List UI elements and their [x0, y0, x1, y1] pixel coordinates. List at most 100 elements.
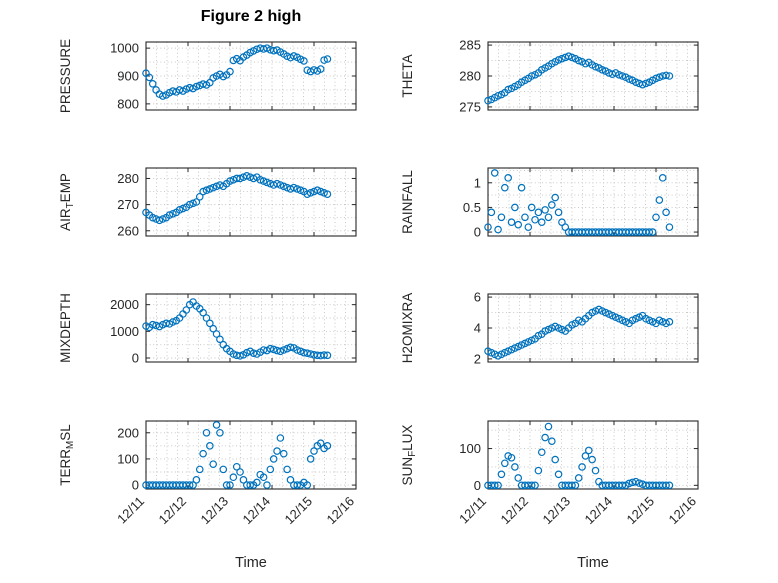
axis-xlabel: Time — [577, 555, 609, 571]
data-point — [578, 463, 586, 471]
data-point — [269, 455, 278, 463]
data-point — [199, 187, 207, 196]
data-point — [544, 213, 553, 222]
y-tick-label: 100 — [459, 441, 481, 456]
data-point — [652, 74, 660, 83]
data-point — [511, 463, 519, 471]
data-point — [517, 183, 526, 192]
axes-box — [487, 167, 699, 237]
y-tick-label: 0 — [132, 478, 139, 493]
data-point — [534, 208, 543, 217]
x-tick-label: 12/13 — [198, 494, 232, 528]
axis-xlabel: Time — [235, 555, 267, 571]
data-point — [306, 189, 315, 197]
data-point — [615, 70, 623, 79]
x-tick-label: 12/11 — [456, 494, 489, 527]
data-point — [239, 476, 248, 484]
data-point — [246, 481, 254, 489]
data-point — [625, 479, 633, 488]
data-point — [507, 453, 516, 462]
data-point — [527, 72, 536, 80]
data-point — [266, 344, 275, 353]
data-point — [487, 208, 496, 217]
data-point — [581, 452, 590, 460]
scatter-points — [142, 298, 332, 360]
data-point — [665, 481, 674, 490]
grid-lines — [488, 294, 698, 362]
data-point — [209, 324, 217, 333]
x-tick-label: 12/13 — [540, 494, 574, 528]
data-point — [263, 178, 271, 187]
data-point — [279, 346, 288, 354]
data-point — [290, 183, 298, 192]
data-point — [158, 92, 167, 100]
data-point — [544, 422, 553, 431]
data-point — [494, 481, 502, 490]
data-point — [145, 73, 154, 82]
x-tick-label: 12/16 — [666, 494, 700, 528]
data-point — [279, 449, 288, 458]
data-point — [514, 220, 523, 229]
subplot-mixdepth: 0 1000 2000 MIXDEPTH — [58, 293, 357, 366]
y-tick-label: 1000 — [110, 324, 139, 339]
data-point — [504, 85, 512, 94]
y-tick-label: 4 — [474, 321, 481, 336]
data-point — [155, 216, 164, 225]
data-point — [148, 80, 157, 88]
data-point — [658, 174, 667, 182]
data-point — [175, 206, 184, 214]
y-tick-label: 900 — [117, 69, 139, 84]
scatter-points — [484, 422, 674, 490]
data-point — [665, 318, 674, 326]
data-point — [514, 474, 523, 482]
data-point — [303, 349, 312, 358]
axis-ylabel: PRESSURE — [58, 39, 73, 113]
data-point — [216, 335, 224, 344]
data-point — [551, 193, 559, 202]
subplot-theta: 275 280 285 THETA — [400, 38, 699, 114]
y-tick-label: 0 — [132, 351, 139, 366]
data-point — [648, 228, 657, 236]
data-point — [189, 481, 197, 489]
axis-ylabel: TERRMSL — [58, 424, 76, 486]
data-point — [313, 186, 322, 195]
axis-ylabel: MIXDEPTH — [58, 293, 73, 363]
data-point — [310, 447, 318, 455]
data-point — [263, 481, 271, 489]
data-point — [323, 190, 332, 198]
y-tick-label: 2 — [474, 351, 481, 366]
data-point — [316, 187, 325, 196]
axis-ylabel: RAINFALL — [400, 170, 415, 234]
data-point — [195, 192, 204, 201]
y-tick-label: 260 — [117, 223, 139, 238]
data-point — [524, 223, 533, 231]
y-tick-label: 6 — [474, 290, 481, 305]
data-point — [192, 198, 201, 206]
data-point — [269, 345, 278, 354]
data-point — [236, 468, 244, 476]
data-point — [206, 319, 214, 328]
data-point — [632, 78, 640, 86]
data-point — [554, 56, 563, 64]
y-tick-label: 2000 — [110, 297, 139, 312]
data-point — [212, 421, 221, 429]
data-point — [290, 52, 298, 60]
data-point — [568, 481, 576, 490]
data-point — [293, 185, 302, 193]
data-point — [642, 79, 650, 88]
data-point — [169, 209, 177, 218]
data-point — [537, 218, 546, 227]
data-point — [645, 228, 654, 236]
data-point — [665, 223, 674, 231]
data-point — [232, 462, 241, 471]
data-point — [662, 71, 670, 80]
data-point — [259, 473, 268, 482]
data-point — [185, 481, 194, 489]
data-point — [296, 186, 305, 195]
data-point — [279, 182, 288, 191]
data-point — [638, 80, 647, 89]
data-point — [564, 52, 573, 61]
data-point — [219, 465, 228, 474]
grid-lines — [146, 421, 356, 489]
data-point — [655, 196, 664, 204]
